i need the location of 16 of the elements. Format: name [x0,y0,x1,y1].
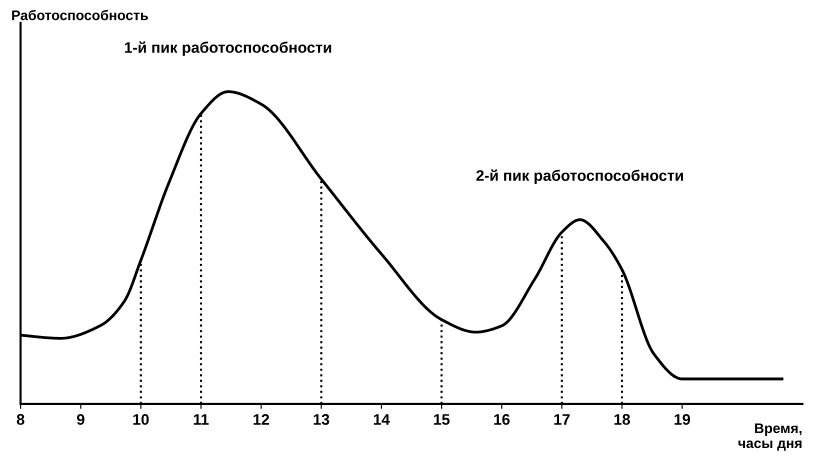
x-tick-label: 16 [494,414,510,425]
x-tick-label: 13 [314,414,330,425]
x-tick-label: 8 [16,414,24,425]
x-tick-label: 15 [434,414,450,425]
x-tick-label: 19 [674,414,690,425]
x-tick-label: 18 [614,414,630,425]
x-tick-label: 9 [77,414,84,425]
x-tick-label: 17 [554,414,570,425]
x-tick-label: 12 [254,414,270,425]
x-tick-label: 11 [194,414,209,425]
x-tick-label: 14 [374,414,390,425]
annotation: 2-й пик работоспособности [476,169,683,184]
text: Работоспособность [12,10,148,20]
x-tick-label: 10 [133,414,149,425]
annotation: 1-й пик работоспособности [124,41,332,56]
x-axis-title: Время, часы дня [738,423,802,451]
